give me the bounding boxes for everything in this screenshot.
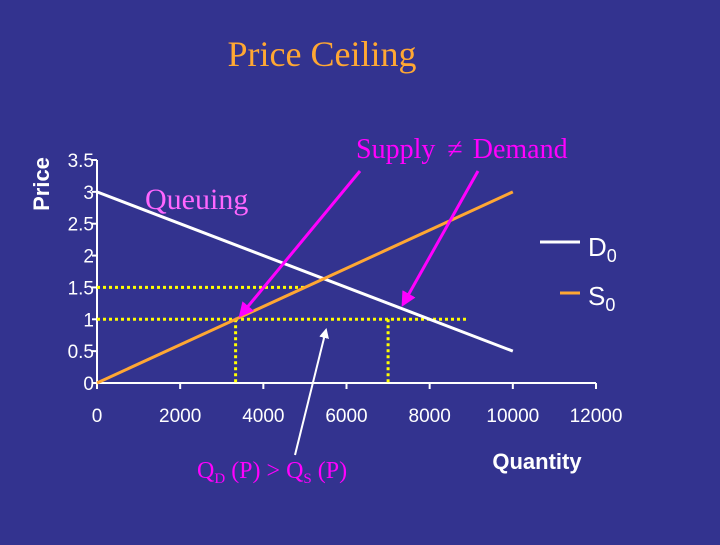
legend-demand-label: D0	[588, 232, 617, 266]
qs-sub: S	[303, 471, 311, 487]
qs-letter: Q	[286, 458, 303, 484]
demand-curve	[96, 190, 514, 353]
legend-supply-main: S	[588, 281, 605, 311]
supply-word: Supply	[356, 134, 435, 165]
arrows	[238, 170, 480, 456]
y-tick-label: 0.5	[68, 342, 94, 363]
x-axis-label: Quantity	[492, 449, 582, 474]
x-ticks: 0 2000 4000 6000 8000 10000 12000	[92, 383, 623, 427]
qd-sub: D	[214, 471, 225, 487]
y-tick-label: 1	[83, 310, 94, 331]
y-tick-label: 3	[83, 183, 94, 204]
arrow-to-ceiling-gap	[294, 328, 329, 456]
legend: D0 S0	[540, 232, 617, 315]
qs-paren: (P)	[312, 458, 347, 484]
supply-neq-demand-label: Supply ≠ Demand	[356, 134, 568, 165]
queuing-label: Queuing	[145, 183, 248, 216]
y-tick-label: 3.5	[68, 151, 94, 172]
neq-symbol: ≠	[447, 134, 462, 165]
x-tick-label: 2000	[159, 406, 201, 427]
chart-title: Price Ceiling	[228, 34, 417, 74]
x-tick-label: 0	[92, 406, 103, 427]
x-tick-label: 10000	[486, 406, 539, 427]
qd-gt-qs-label: QD (P) > QS (P)	[197, 458, 347, 487]
arrow-to-quantity-supplied	[238, 170, 362, 318]
y-tick-label: 1.5	[68, 278, 94, 299]
x-tick-label: 6000	[325, 406, 367, 427]
qd-paren: (P)	[225, 458, 260, 484]
y-axis-label: Price	[29, 157, 54, 211]
demand-word: Demand	[473, 134, 568, 165]
supply-curve	[96, 190, 514, 385]
y-ticks: 0 0.5 1 1.5 2 2.5 3 3.5	[68, 151, 97, 395]
qd-letter: Q	[197, 458, 214, 484]
legend-demand-sub: 0	[607, 246, 617, 266]
curves	[96, 190, 514, 385]
y-tick-label: 2.5	[68, 215, 94, 236]
ceiling-guides	[97, 285, 467, 383]
x-tick-label: 8000	[409, 406, 451, 427]
arrow-to-quantity-demanded	[401, 170, 480, 307]
gt-symbol: >	[261, 458, 287, 484]
legend-supply-label: S0	[588, 281, 615, 315]
legend-demand-main: D	[588, 232, 607, 262]
x-tick-label: 4000	[242, 406, 284, 427]
legend-supply-sub: 0	[605, 295, 615, 315]
x-tick-label: 12000	[570, 406, 623, 427]
y-tick-label: 2	[83, 247, 94, 268]
y-tick-label: 0	[83, 374, 94, 395]
